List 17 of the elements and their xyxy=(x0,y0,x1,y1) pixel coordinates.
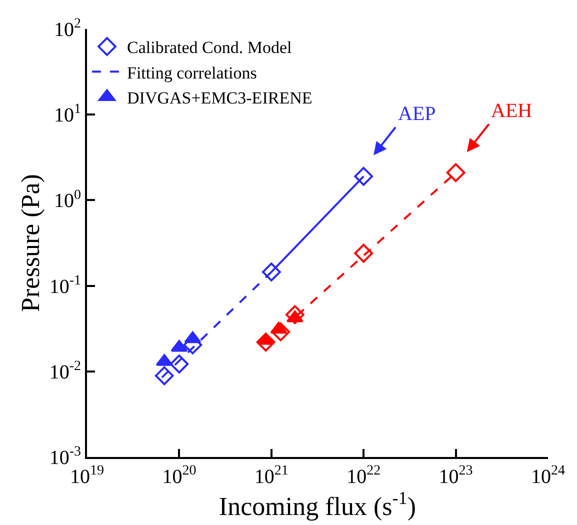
y-axis-title: Pressure (Pa) xyxy=(16,174,46,312)
x-tick-label: 10$^{24}$ xyxy=(531,464,565,488)
legend-label: DIVGAS+EMC3-EIRENE xyxy=(127,88,312,108)
x-tick-label: 10$^{23}$ xyxy=(438,464,473,488)
annotation: AEH xyxy=(491,100,532,122)
x-tick-label: 10$^{20}$ xyxy=(162,464,196,488)
x-tick-label: 10$^{22}$ xyxy=(346,464,381,488)
y-tick-label: 10$^{1}$ xyxy=(54,102,81,127)
y-tick-label: 10$^{-1}$ xyxy=(49,273,81,298)
y-tick-label: 10$^{2}$ xyxy=(54,16,81,41)
y-tick-label: 10$^{0}$ xyxy=(54,188,81,212)
legend-label: Calibrated Cond. Model xyxy=(127,38,292,58)
y-tick-label: 10$^{-2}$ xyxy=(49,359,81,384)
annotation: AEP xyxy=(398,103,436,125)
x-tick-label: 10$^{21}$ xyxy=(254,464,288,488)
legend-label: Fitting correlations xyxy=(127,63,257,82)
x-axis-title: Incoming flux (s$^{-1}$) xyxy=(218,488,416,521)
